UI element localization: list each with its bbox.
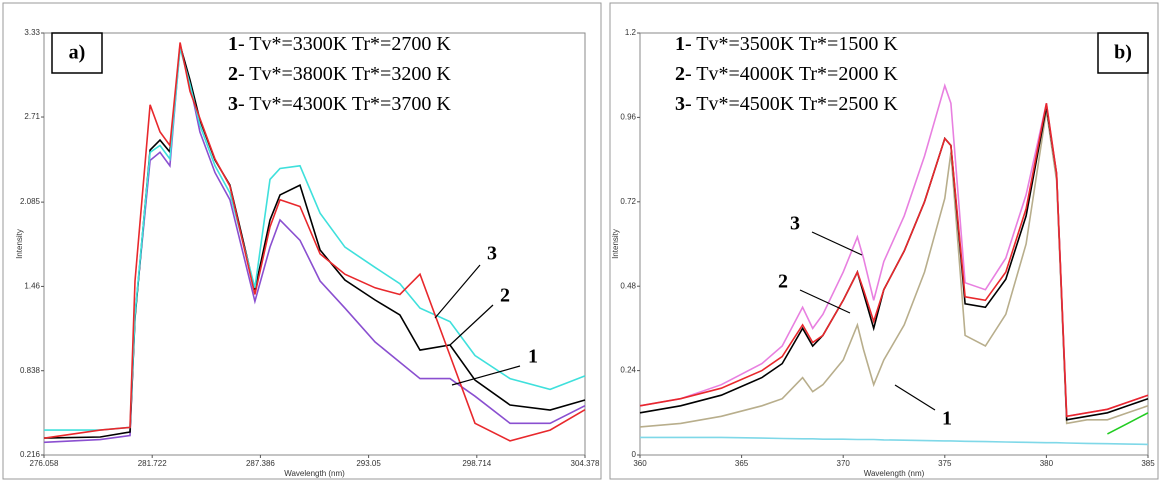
x-tick-label: 365 [735, 459, 749, 468]
panel: 0 0.24 0.48 0.72 0.96 1.2 360 365 370 375 380 385 Wa… [611, 28, 1155, 478]
legend-entry: 1- Tv*=3500K Tr*=1500 K [675, 33, 898, 55]
legend-text: - Tv*=4500K Tr*=2500 K [685, 93, 898, 115]
legend-text: - Tv*=4000K Tr*=2000 K [685, 63, 898, 85]
legend-text: - Tv*=3500K Tr*=1500 K [685, 33, 898, 55]
x-axis-label: Wavelength (nm) [864, 469, 925, 478]
callout-line [894, 384, 936, 411]
y-tick-label: 1.46 [24, 282, 40, 291]
panel-label-box [51, 32, 103, 74]
series-line [44, 47, 586, 431]
y-tick-label: 0.72 [620, 197, 636, 206]
y-tick-label: 0.24 [620, 366, 636, 375]
y-tick-label: 1.2 [625, 28, 637, 37]
series-line [43, 42, 586, 442]
callouts [434, 231, 936, 411]
legend-entry: 1- Tv*=3300K Tr*=2700 K [228, 33, 451, 55]
panel-frame [2, 2, 602, 480]
x-tick-label: 281.722 [138, 459, 167, 468]
callout-label: 2 [500, 285, 510, 307]
y-tick-label: 0.96 [620, 113, 636, 122]
panel-label-box [1097, 32, 1149, 74]
panel-frame [609, 2, 1159, 480]
x-tick-label: 276.058 [30, 459, 59, 468]
y-tick-label: 0.216 [20, 450, 41, 459]
x-tick-label: 360 [633, 459, 647, 468]
callout-line [434, 264, 481, 319]
legend-number: 2 [228, 63, 238, 85]
series-line [1107, 412, 1149, 435]
callout-label: 1 [942, 408, 952, 430]
callout-line [799, 289, 851, 314]
legend-entry: 3- Tv*=4300K Tr*=3700 K [228, 93, 451, 115]
callout-line [451, 365, 521, 386]
legend-number: 1 [228, 33, 238, 55]
x-tick-label: 298.714 [462, 459, 491, 468]
legend-text: - Tv*=3300K Tr*=2700 K [238, 33, 451, 55]
callout-label: 3 [487, 243, 497, 265]
plot-area [639, 32, 1149, 456]
y-tick-label: 2.085 [20, 197, 41, 206]
callout-line [811, 231, 863, 256]
callout-line [449, 304, 494, 346]
callout-label: 2 [778, 271, 788, 293]
panel-label: a) [69, 42, 86, 64]
panel-label: b) [1114, 42, 1132, 64]
x-tick-label: 385 [1141, 459, 1155, 468]
plot-area [43, 32, 586, 456]
x-tick-label: 287.386 [246, 459, 275, 468]
x-tick-label: 380 [1040, 459, 1054, 468]
x-tick-label: 375 [938, 459, 952, 468]
legend-entry: 3- Tv*=4500K Tr*=2500 K [675, 93, 898, 115]
series-line [640, 436, 1149, 446]
callout-label: 1 [528, 346, 538, 368]
panel: 0.216 0.838 1.46 2.085 2.71 3.33 276.058 281.72… [15, 28, 600, 478]
y-tick-label: 3.33 [24, 28, 40, 37]
legend-number: 2 [675, 63, 685, 85]
y-tick-label: 0 [632, 450, 637, 459]
x-tick-label: 293.05 [356, 459, 381, 468]
y-tick-label: 0.48 [620, 281, 636, 290]
legend-entry: 2- Tv*=3800K Tr*=3200 K [228, 63, 451, 85]
legend-number: 3 [675, 93, 685, 115]
series-line [43, 45, 586, 444]
y-tick-label: 0.838 [20, 366, 41, 375]
series-line [639, 103, 1149, 418]
legend-number: 1 [675, 33, 685, 55]
legend-number: 3 [228, 93, 238, 115]
legend-text: - Tv*=3800K Tr*=3200 K [238, 63, 451, 85]
legend-text: - Tv*=4300K Tr*=3700 K [238, 93, 451, 115]
y-axis-label: Intensity [611, 229, 620, 259]
x-axis-label: Wavelength (nm) [284, 469, 345, 478]
callout-label: 3 [790, 213, 800, 235]
x-tick-label: 304.378 [571, 459, 600, 468]
y-axis-label: Intensity [15, 229, 24, 259]
y-tick-label: 2.71 [24, 112, 40, 121]
legend-entry: 2- Tv*=4000K Tr*=2000 K [675, 63, 898, 85]
series-line [43, 44, 586, 439]
x-tick-label: 370 [837, 459, 851, 468]
